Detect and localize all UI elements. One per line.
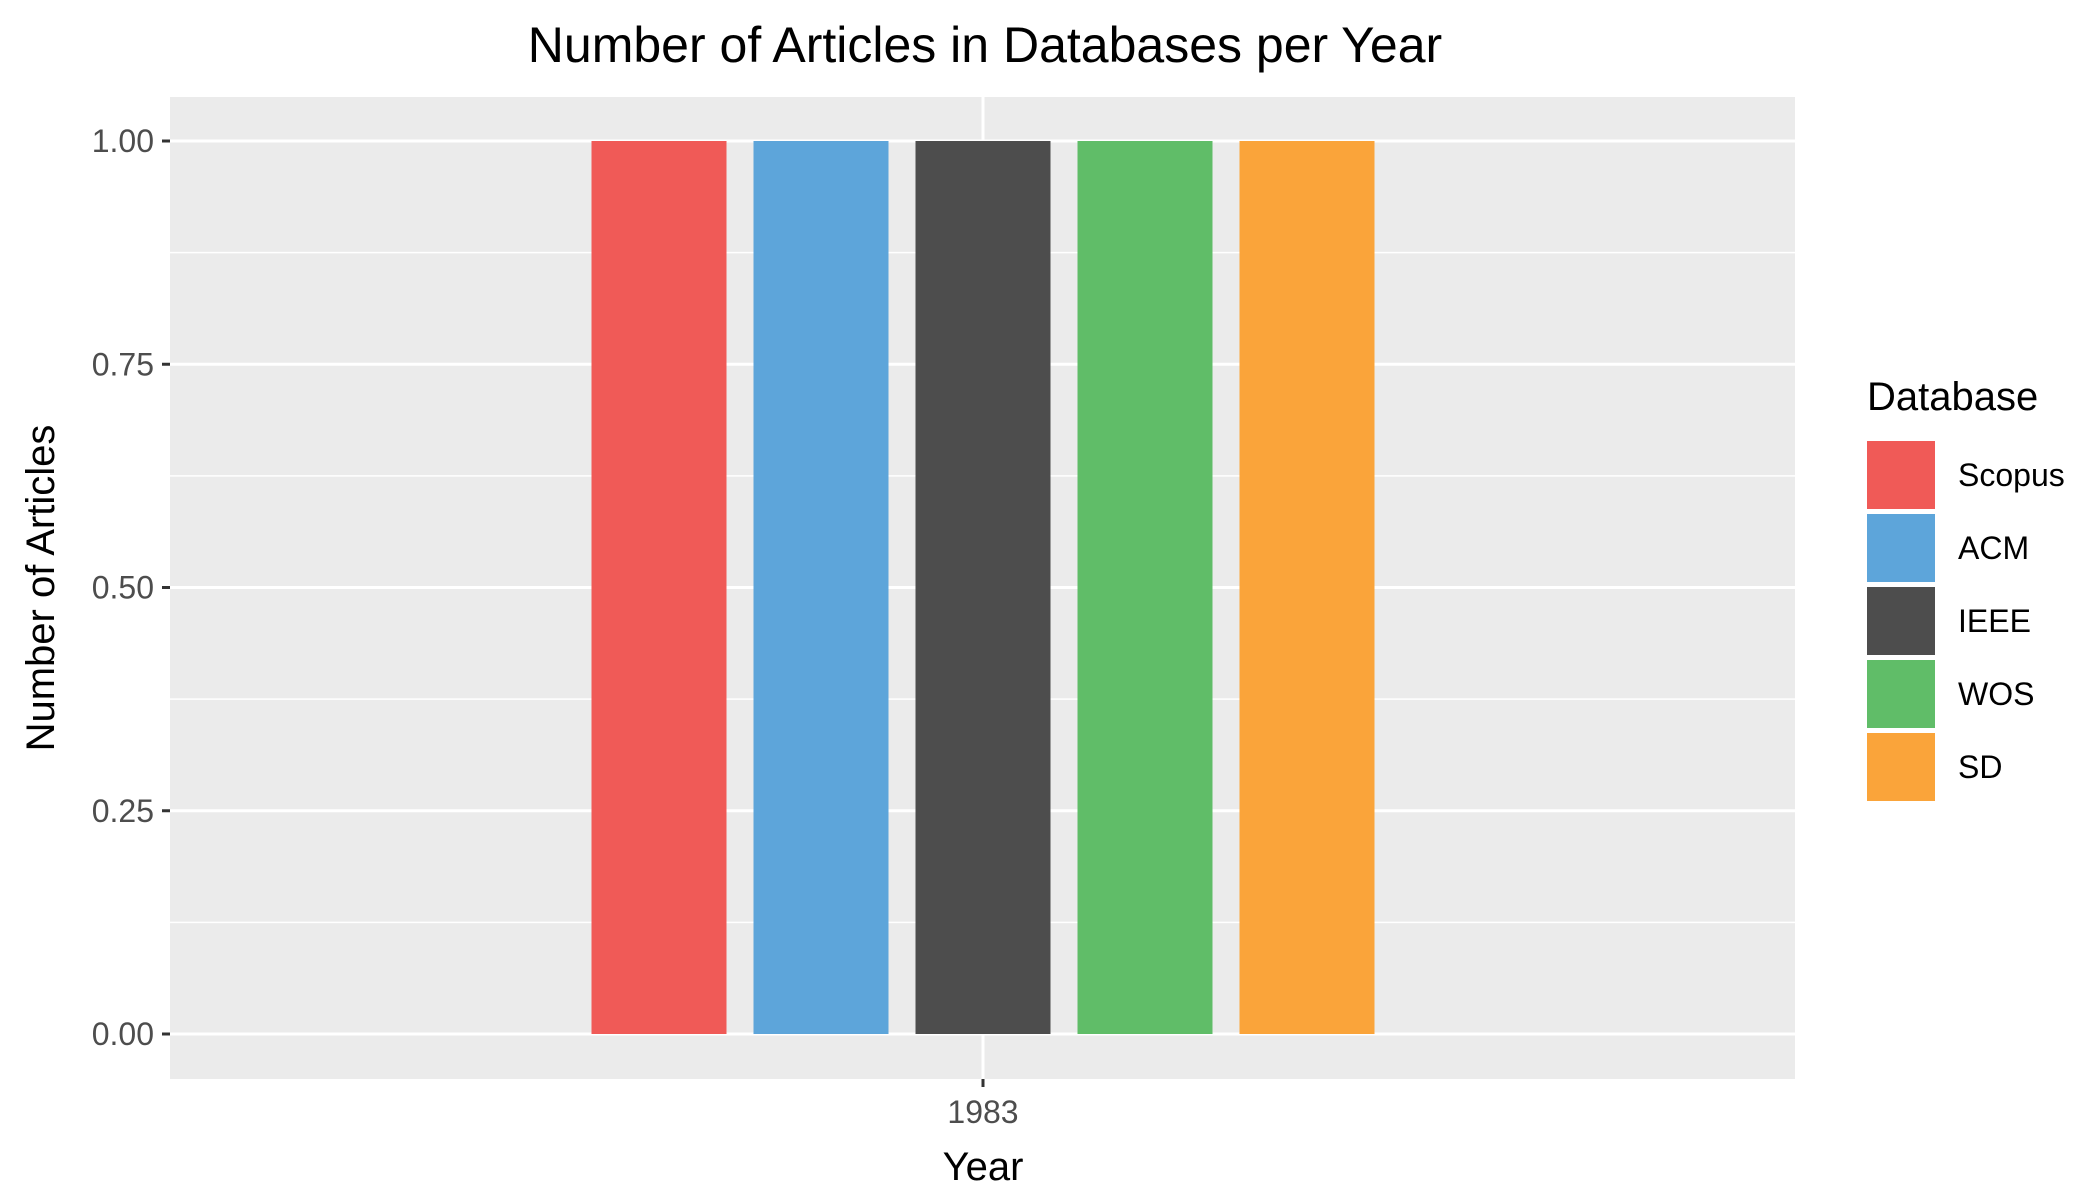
legend-label-ieee: IEEE [1958, 603, 2031, 639]
y-tick-label: 0.75 [92, 346, 154, 382]
bar-sd [1239, 141, 1375, 1034]
legend-label-acm: ACM [1958, 530, 2029, 566]
legend-label-wos: WOS [1958, 676, 2034, 712]
y-tick-label: 1.00 [92, 123, 154, 159]
x-axis-title: Year [943, 1145, 1024, 1189]
legend-key-acm [1867, 514, 1935, 582]
bar-acm [753, 141, 889, 1034]
bars [591, 141, 1375, 1034]
legend-key-wos [1867, 660, 1935, 728]
legend: Database Scopus ACM IEEE WOS SD [1867, 375, 2065, 801]
bar-scopus [591, 141, 727, 1034]
y-axis: 0.00 0.25 0.50 0.75 1.00 [92, 123, 170, 1052]
chart-title: Number of Articles in Databases per Year [528, 17, 1442, 73]
x-tick-label: 1983 [947, 1094, 1018, 1130]
bar-wos [1077, 141, 1213, 1034]
legend-key-ieee [1867, 587, 1935, 655]
legend-title: Database [1867, 375, 2038, 419]
legend-label-scopus: Scopus [1958, 457, 2065, 493]
y-tick-label: 0.00 [92, 1016, 154, 1052]
y-tick-label: 0.25 [92, 793, 154, 829]
legend-key-scopus [1867, 441, 1935, 509]
legend-key-sd [1867, 733, 1935, 801]
legend-label-sd: SD [1958, 749, 2002, 785]
x-axis: 1983 [947, 1079, 1019, 1130]
y-axis-title: Number of Articles [19, 425, 63, 752]
bar-ieee [915, 141, 1051, 1034]
y-tick-label: 0.50 [92, 570, 154, 606]
